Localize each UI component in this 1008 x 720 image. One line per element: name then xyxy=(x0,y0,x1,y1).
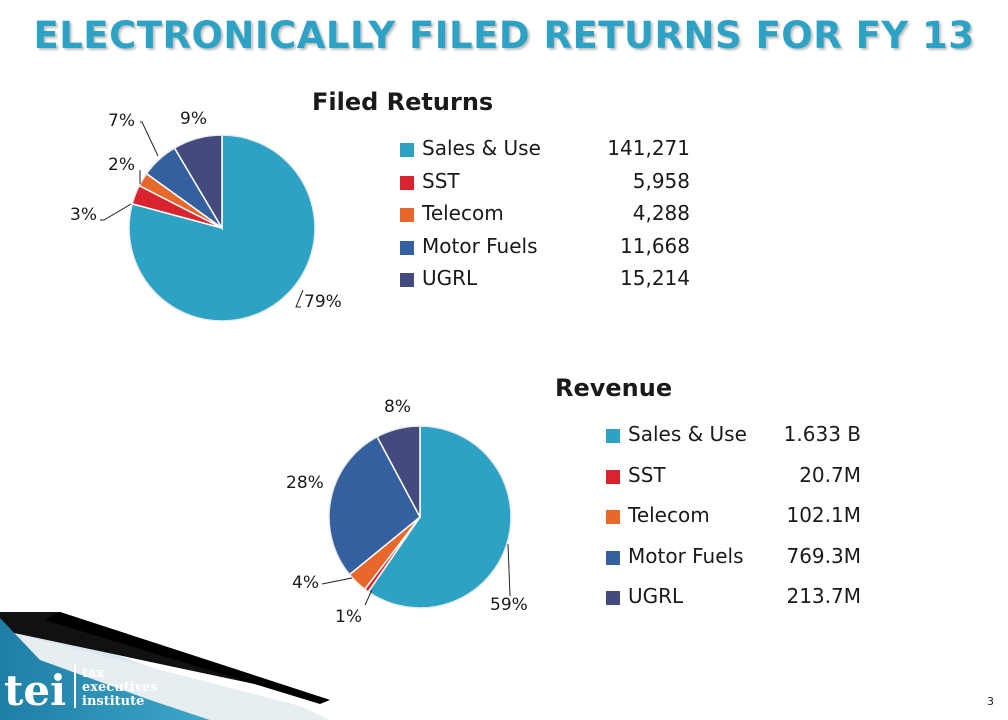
legend-item-telecom: Telecom 102.1M xyxy=(606,503,926,533)
legend-label: SST xyxy=(422,168,460,193)
legend-label: Sales & Use xyxy=(422,136,541,160)
legend-swatch xyxy=(606,429,620,443)
logo-line-2: executives xyxy=(82,680,158,695)
legend-swatch xyxy=(400,240,414,255)
legend-item-motor-fuels: Motor Fuels 11,668 xyxy=(400,234,720,264)
leader-line-telecom xyxy=(321,577,353,585)
legend-swatch xyxy=(606,469,620,484)
leader-line-motor-fuels xyxy=(140,121,159,157)
legend-value: 141,271 xyxy=(607,136,690,160)
percent-label-sales-use: 79% xyxy=(304,292,342,312)
percent-label-motor-fuels: 28% xyxy=(286,473,324,493)
percent-label-sales-use: 59% xyxy=(490,595,528,615)
logo-divider xyxy=(74,664,76,708)
legend-item-sales-use: Sales & Use 141,271 xyxy=(400,136,720,166)
legend-swatch xyxy=(606,510,620,524)
revenue-legend: Sales & Use 1.633 B SST 20.7M Telecom 102.1M M… xyxy=(606,422,926,622)
legend-value: 1.633 B xyxy=(783,422,861,446)
slide-title: ELECTRONICALLY FILED RETURNS FOR FY 13 xyxy=(33,14,975,57)
page-number: 3 xyxy=(987,695,994,708)
legend-swatch xyxy=(400,273,414,287)
legend-label: Motor Fuels xyxy=(422,233,538,258)
legend-item-ugrl: UGRL 15,214 xyxy=(400,266,720,296)
percent-label-motor-fuels: 7% xyxy=(108,111,135,131)
legend-swatch xyxy=(400,143,414,157)
revenue-title: Revenue xyxy=(555,374,673,402)
legend-value: 20.7M xyxy=(799,462,861,487)
legend-label: Sales & Use xyxy=(628,422,747,446)
percent-label-telecom: 4% xyxy=(292,573,319,593)
legend-swatch xyxy=(400,208,414,222)
legend-swatch xyxy=(606,550,620,565)
percent-label-ugrl: 9% xyxy=(180,109,207,129)
legend-value: 11,668 xyxy=(620,233,690,258)
legend-swatch xyxy=(400,175,414,190)
leader-line-sst xyxy=(364,589,373,606)
percent-label-ugrl: 8% xyxy=(384,397,411,417)
legend-label: Motor Fuels xyxy=(628,543,744,568)
filed-returns-legend: Sales & Use 141,271 SST 5,958 Telecom 4,288 Mo… xyxy=(400,136,720,296)
percent-label-sst: 3% xyxy=(70,205,97,225)
leader-line-sst xyxy=(100,203,132,221)
legend-item-sales-use: Sales & Use 1.633 B xyxy=(606,422,926,452)
legend-value: 769.3M xyxy=(786,543,861,568)
legend-value: 102.1M xyxy=(786,503,861,527)
legend-swatch xyxy=(606,591,620,605)
legend-value: 4,288 xyxy=(632,201,690,225)
legend-value: 213.7M xyxy=(786,584,861,608)
legend-item-telecom: Telecom 4,288 xyxy=(400,201,720,231)
filed-returns-title: Filed Returns xyxy=(312,88,494,116)
leader-line-sales-use xyxy=(295,289,304,308)
legend-value: 5,958 xyxy=(632,168,690,193)
logo-line-1: tax xyxy=(82,666,104,681)
legend-value: 15,214 xyxy=(620,266,690,290)
legend-item-ugrl: UGRL 213.7M xyxy=(606,584,926,614)
percent-label-telecom: 2% xyxy=(108,155,135,175)
legend-label: UGRL xyxy=(422,266,478,290)
legend-item-sst: SST 20.7M xyxy=(606,463,926,493)
logo-mark: tei xyxy=(4,666,66,715)
legend-item-sst: SST 5,958 xyxy=(400,169,720,199)
legend-label: SST xyxy=(628,462,666,487)
legend-label: UGRL xyxy=(628,584,684,608)
legend-label: Telecom xyxy=(628,503,710,527)
logo-line-3: institute xyxy=(82,694,144,709)
footer-blue-stripe xyxy=(0,618,210,720)
legend-item-motor-fuels: Motor Fuels 769.3M xyxy=(606,544,926,574)
leader-line-sales-use xyxy=(507,543,511,597)
pie-outline xyxy=(128,134,316,322)
pie-outline xyxy=(328,425,512,609)
legend-label: Telecom xyxy=(422,201,504,225)
percent-label-sst: 1% xyxy=(335,607,362,627)
